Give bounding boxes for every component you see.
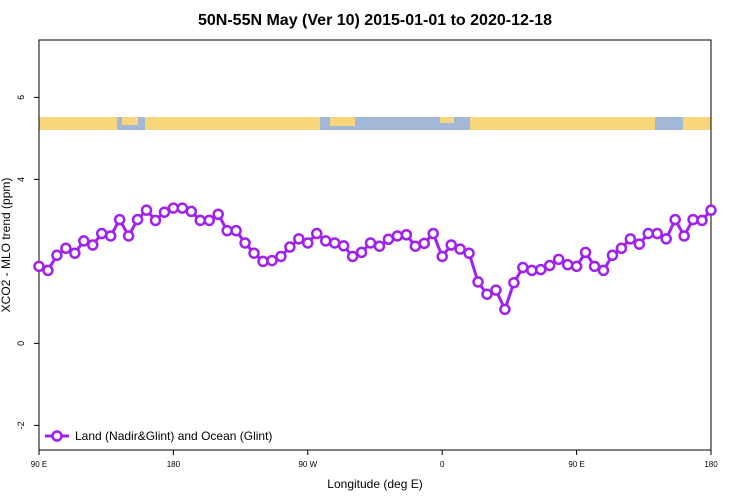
x-tick-label: 180 [167,460,181,469]
data-point [167,202,180,214]
data-point [337,240,350,252]
legend-label: Land (Nadir&Glint) and Ocean (Glint) [75,429,272,443]
data-point [445,239,457,251]
data-point [508,276,520,289]
data-point [149,214,162,227]
data-point [104,230,117,242]
data-point [78,235,90,247]
data-point [328,237,341,249]
y-tick-label: -2 [16,421,26,429]
data-point [319,235,332,247]
surface-strip [39,117,711,130]
data-point [517,261,529,274]
chart-title: 50N-55N May (Ver 10) 2015-01-01 to 2020-… [198,12,552,29]
data-point [51,249,63,261]
data-point [185,205,198,218]
data-point [597,264,610,277]
plot-frame [38,39,712,451]
data-point [472,276,484,288]
data-point [579,246,592,259]
data-point [194,214,207,227]
x-tick-label: 90 W [298,460,317,469]
data-point [570,260,583,273]
data-point [212,208,224,220]
data-point [705,204,717,216]
data-point [373,240,386,252]
data-point [248,247,260,259]
y-tick-label: 6 [16,95,26,100]
data-point [257,255,269,268]
data-point [33,260,45,273]
data-point [364,237,377,249]
data-point [69,247,81,259]
data-point [158,206,171,218]
data-point [669,213,681,226]
x-tick-label: 0 [440,460,445,469]
data-point [633,238,646,250]
legend-marker [51,430,63,442]
y-tick-label: 4 [16,177,26,182]
data-point [95,227,108,240]
data-point [642,227,655,240]
data-point [678,230,690,242]
data-point [221,224,233,237]
data-point [418,237,431,250]
y-tick-label: 0 [16,341,26,346]
data-point [651,227,663,240]
data-point [113,213,126,226]
x-axis-label: Longitude (deg E) [327,477,422,491]
data-point [454,243,466,255]
data-point [481,288,493,300]
data-point [526,264,538,277]
data-point [382,233,395,246]
data-point [615,242,628,255]
x-tick-label: 90 E [31,460,47,469]
data-point [355,246,368,259]
data-point [606,249,619,261]
data-point [463,247,475,259]
data-point [400,229,413,241]
data-point [696,214,708,227]
data-point [293,233,305,245]
data-point [302,237,314,249]
data-point [588,260,601,273]
data-point [561,258,574,271]
data-point [499,303,511,316]
x-tick-label: 90 E [568,460,584,469]
data-point [436,250,448,263]
data-point [552,253,565,266]
data-point [311,227,323,240]
data-point [346,250,359,263]
data-point [624,233,637,245]
data-point [122,230,135,242]
data-point [490,284,502,296]
data-point [543,259,556,272]
data-point [660,233,672,245]
data-point [230,224,242,237]
data-point [42,264,54,277]
data-point [60,242,72,255]
y-axis-label: XCO2 - MLO trend (ppm) [0,178,13,313]
data-point [391,230,404,242]
data-point [284,241,296,253]
x-tick-label: 180 [704,460,718,469]
data-point [535,263,547,276]
data-point [266,254,278,267]
data-point [427,227,439,240]
data-point [87,239,99,251]
data-point [140,204,153,216]
data-point [239,237,251,249]
data-point [409,240,422,252]
data-point [131,213,144,226]
data-point [275,250,287,263]
data-point [176,202,189,214]
data-point [203,214,215,227]
data-point [687,213,699,226]
